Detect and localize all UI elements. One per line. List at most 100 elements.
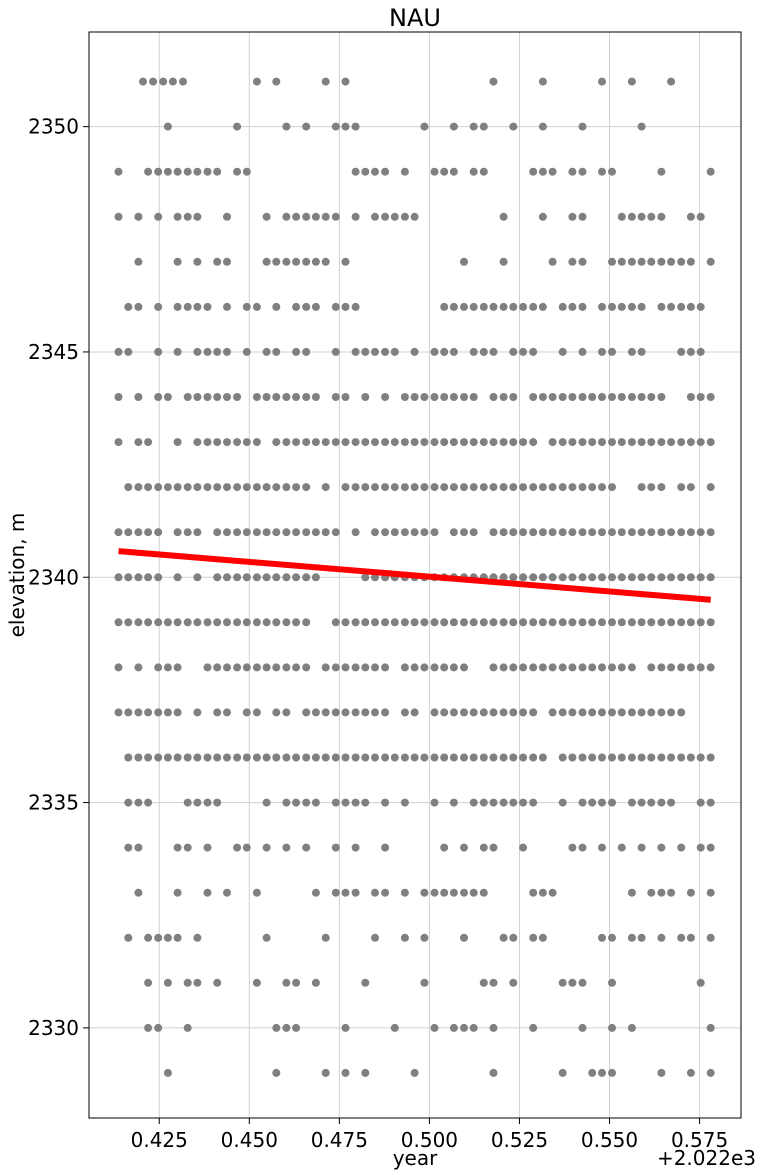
data-point (499, 483, 508, 492)
data-point (173, 933, 182, 942)
data-point (657, 573, 666, 582)
data-point (608, 618, 616, 627)
data-point (154, 483, 163, 492)
data-point (390, 347, 399, 356)
data-point (262, 257, 271, 266)
data-point (617, 302, 626, 311)
data-point (608, 438, 616, 447)
data-point (321, 483, 330, 492)
data-point (381, 528, 390, 537)
data-point (149, 77, 158, 86)
data-point (637, 798, 646, 807)
data-point (292, 663, 301, 672)
data-point (193, 257, 202, 266)
data-point (410, 708, 419, 717)
data-point (302, 618, 311, 627)
data-point (203, 843, 212, 852)
data-point (588, 393, 597, 401)
data-point (154, 167, 163, 176)
data-point (598, 1068, 606, 1077)
data-point (144, 708, 153, 717)
data-point (479, 978, 488, 987)
data-point (351, 438, 360, 447)
data-point (657, 753, 666, 762)
data-point (400, 212, 409, 221)
data-point (538, 618, 547, 627)
data-point (568, 843, 577, 852)
data-point (667, 618, 676, 627)
data-point (430, 753, 439, 762)
data-point (173, 438, 182, 447)
data-point (381, 753, 390, 762)
data-point (282, 573, 291, 582)
data-point (627, 393, 636, 401)
data-point (321, 933, 330, 942)
data-point (351, 618, 360, 627)
data-point (331, 798, 340, 807)
data-point (341, 1068, 350, 1077)
data-point (548, 663, 557, 672)
data-point (706, 933, 715, 942)
data-point (223, 257, 231, 266)
data-point (282, 663, 291, 672)
data-point (538, 573, 547, 582)
data-point (331, 347, 340, 356)
data-point (499, 753, 508, 762)
data-point (617, 393, 626, 401)
data-point (627, 1023, 636, 1032)
data-point (321, 663, 330, 672)
data-point (272, 393, 281, 401)
data-point (460, 1023, 468, 1032)
data-point (282, 843, 291, 852)
data-point (430, 393, 439, 401)
data-point (311, 302, 320, 311)
data-point (361, 798, 370, 807)
data-point (233, 438, 242, 447)
data-point (144, 798, 153, 807)
data-point (460, 257, 468, 266)
data-point (302, 843, 311, 852)
data-point (114, 528, 123, 537)
data-point (509, 933, 518, 942)
data-point (282, 212, 291, 221)
data-point (144, 167, 153, 176)
data-point (134, 843, 143, 852)
data-point (183, 978, 192, 987)
data-point (538, 753, 547, 762)
data-point (627, 302, 636, 311)
data-point (627, 347, 636, 356)
data-point (351, 798, 360, 807)
data-point (568, 393, 577, 401)
data-point (242, 573, 251, 582)
data-point (479, 347, 488, 356)
data-point (667, 438, 676, 447)
data-point (608, 1068, 616, 1077)
data-point (163, 933, 172, 942)
data-point (529, 347, 538, 356)
data-point (173, 483, 182, 492)
y-tick-label: 2330 (28, 1016, 79, 1040)
data-point (183, 843, 192, 852)
data-point (331, 753, 340, 762)
data-point (262, 347, 271, 356)
data-point (213, 708, 222, 717)
data-point (223, 708, 231, 717)
data-point (361, 483, 370, 492)
data-point (588, 573, 597, 582)
data-point (154, 302, 163, 311)
data-point (608, 302, 616, 311)
data-point (499, 618, 508, 627)
data-point (430, 483, 439, 492)
data-point (292, 753, 301, 762)
data-point (706, 888, 715, 897)
data-point (144, 438, 153, 447)
data-point (469, 888, 478, 897)
data-point (568, 978, 577, 987)
data-point (489, 618, 498, 627)
data-point (637, 933, 646, 942)
data-point (124, 843, 133, 852)
data-point (154, 573, 163, 582)
data-point (114, 347, 123, 356)
data-point (420, 753, 429, 762)
data-point (460, 888, 468, 897)
